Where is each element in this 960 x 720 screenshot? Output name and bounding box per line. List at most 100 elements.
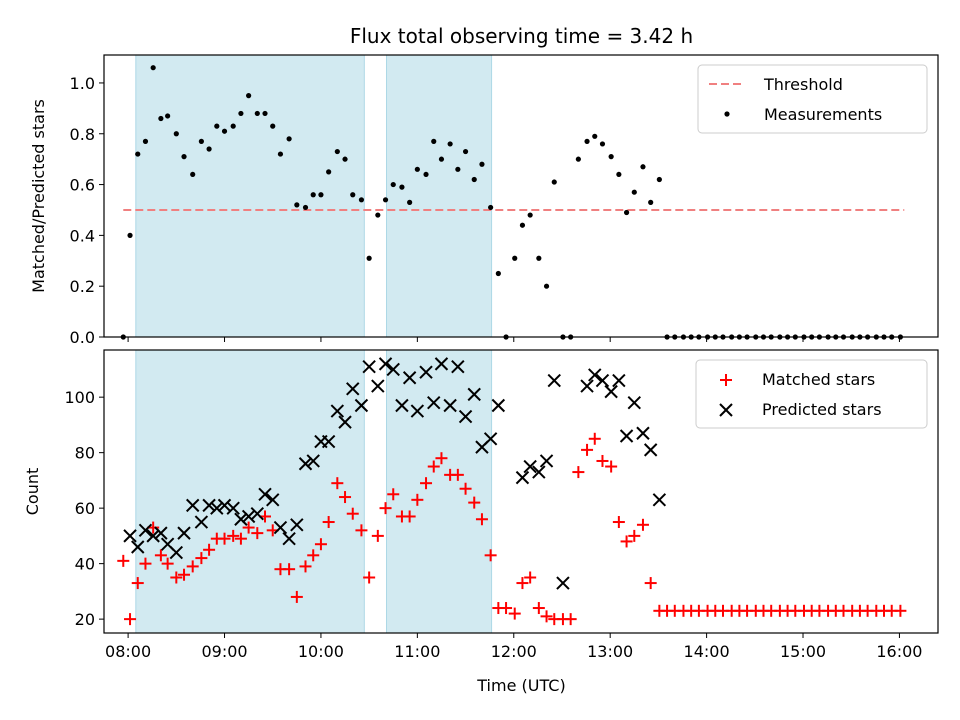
y-tick-label: 20 [75, 610, 95, 629]
measurement-point [423, 171, 429, 178]
measurement-point [158, 115, 164, 122]
matched-star-point [644, 577, 657, 590]
matched-star-point [475, 513, 488, 526]
predicted-star-point [354, 398, 369, 413]
matched-star-point [540, 610, 553, 623]
predicted-star-point [467, 387, 481, 402]
predicted-star-point [378, 357, 393, 371]
measurement-point [462, 148, 469, 155]
predicted-star-point [580, 379, 594, 393]
matched-star-point [290, 590, 303, 603]
matched-star-point [161, 557, 174, 570]
measurement-point [608, 154, 614, 160]
y-tick-label: 60 [75, 499, 95, 518]
matched-star-point [242, 521, 255, 534]
measurement-point [407, 199, 413, 205]
measurement-point [310, 192, 316, 198]
y-tick-label: 0.4 [70, 226, 95, 245]
matched-star-point [628, 529, 641, 542]
matched-star-point [170, 571, 183, 584]
measurement-point [382, 197, 389, 203]
matched-star-point [339, 491, 352, 504]
predicted-star-point [410, 404, 425, 418]
measurement-point [350, 192, 356, 198]
predicted-star-point [346, 382, 360, 396]
measurement-point [527, 212, 533, 218]
predicted-star-point [273, 520, 288, 535]
matched-star-point [355, 524, 368, 537]
matched-star-point [218, 532, 231, 545]
measurement-point [221, 128, 228, 134]
matched-star-point [500, 602, 513, 615]
predicted-star-point [386, 362, 400, 377]
matched-star-point [307, 549, 320, 562]
measurement-point [656, 176, 662, 183]
matched-stars-series [117, 432, 907, 626]
predicted-star-point [306, 454, 320, 468]
measurement-point [543, 283, 550, 289]
measurement-point [181, 154, 187, 160]
predicted-star-point [515, 470, 530, 485]
top-legend: Threshold Measurements [697, 64, 928, 134]
measurement-point [623, 209, 630, 216]
predicted-star-point [604, 384, 618, 399]
predicted-star-point [451, 359, 465, 374]
x-tick-label: 16:00 [876, 642, 922, 661]
measurement-point [575, 156, 581, 162]
matched-star-point [403, 510, 416, 523]
measurement-point [214, 123, 220, 129]
predicted-star-point [491, 398, 506, 413]
matched-star-point [468, 496, 481, 509]
matched-star-point [139, 557, 152, 570]
matched-star-point [186, 560, 199, 573]
predicted-star-point [290, 518, 304, 532]
predicted-star-point [123, 529, 137, 543]
matched-star-point [572, 466, 585, 479]
measurement-point [277, 151, 284, 157]
top-shaded-regions [135, 54, 493, 338]
measurement-point [366, 255, 372, 261]
bottom-y-ticks: 20 40 60 80 100 [64, 388, 104, 629]
measurement-point [592, 133, 598, 139]
matched-star-point [588, 432, 601, 445]
predicted-star-point [321, 434, 336, 449]
shaded-interval [135, 54, 365, 338]
predicted-star-point [556, 576, 570, 590]
predicted-star-point [636, 426, 650, 440]
legend-predicted-label: Predicted stars [762, 400, 882, 419]
matched-star-point [234, 532, 247, 545]
measurement-point [135, 151, 141, 157]
predicted-star-point [643, 443, 658, 457]
predicted-star-point [619, 429, 634, 443]
legend-matched-swatch [720, 374, 732, 386]
predicted-star-point [202, 498, 216, 513]
predicted-star-point [443, 398, 457, 413]
matched-star-point [195, 552, 208, 565]
predicted-star-point [362, 359, 376, 374]
predicted-star-point [612, 373, 626, 388]
matched-star-point [420, 477, 433, 490]
matched-star-point [322, 516, 335, 529]
measurement-point [471, 176, 477, 183]
shaded-interval [385, 54, 493, 338]
bottom-shaded-regions [135, 349, 493, 634]
matched-star-point [379, 502, 392, 515]
measurement-point [438, 156, 445, 162]
predicted-star-point [652, 493, 667, 507]
legend-measurements-label: Measurements [764, 105, 882, 124]
matched-star-point [612, 516, 625, 529]
predicted-star-point [371, 379, 385, 393]
matched-star-point [427, 460, 440, 473]
measurement-point [286, 136, 292, 142]
predicted-star-point [298, 457, 313, 471]
matched-star-point [435, 452, 448, 465]
bottom-x-ticks: 08:00 09:00 10:00 11:00 12:00 13:00 14:00 15:00… [105, 633, 922, 661]
legend-predicted-swatch [719, 403, 733, 417]
matched-star-point [596, 454, 609, 467]
x-tick-label: 15:00 [780, 642, 826, 661]
top-panel: 0.0 0.2 0.4 0.6 0.8 1.0 Matched/Predicted sta… [29, 54, 939, 347]
legend-matched-label: Matched stars [762, 370, 875, 389]
legend-measurements-swatch [724, 111, 730, 117]
measurement-point [536, 255, 542, 261]
predicted-star-point [434, 357, 449, 371]
